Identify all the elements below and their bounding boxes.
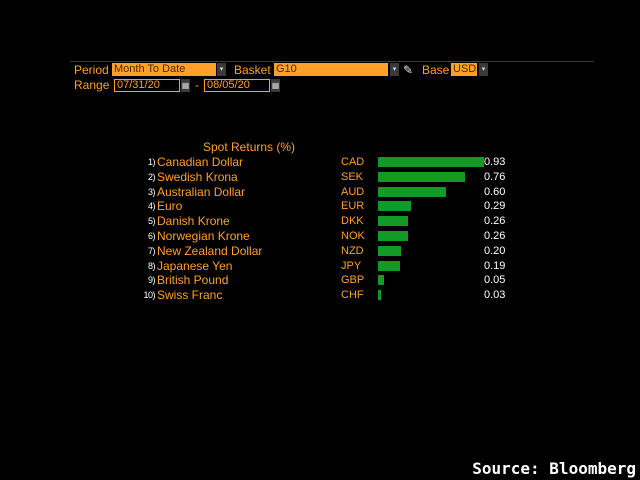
return-bar	[378, 201, 411, 212]
rank-number: 7)	[147, 245, 156, 256]
currency-code: AUD	[341, 185, 365, 198]
rank-number: 3)	[147, 186, 156, 197]
edit-basket-pencil-icon[interactable]: ✎	[403, 63, 414, 77]
table-row[interactable]: 2) Swedish Krona SEK 0.76	[0, 170, 640, 184]
rank-number: 8)	[147, 260, 156, 271]
return-value: 0.93	[484, 156, 506, 168]
range-label: Range	[74, 78, 110, 92]
return-value: 0.26	[484, 215, 506, 228]
currency-name: Danish Krone	[157, 214, 230, 229]
currency-name: Canadian Dollar	[157, 155, 244, 169]
basket-dropdown[interactable]: G10	[274, 63, 388, 76]
range-separator: -	[195, 78, 199, 92]
period-label: Period	[74, 63, 109, 77]
period-dropdown[interactable]: Month To Date	[112, 63, 216, 76]
return-bar	[378, 260, 400, 271]
rank-number: 5)	[147, 216, 156, 227]
return-bar	[378, 231, 408, 241]
return-value: 0.76	[484, 170, 506, 183]
source-caption: Source: Bloomberg	[472, 459, 636, 478]
table-row[interactable]: 9) British Pound GBP 0.05	[0, 273, 640, 287]
currency-code: EUR	[341, 200, 365, 213]
table-row[interactable]: 4) Euro EUR 0.29	[0, 199, 640, 213]
currency-code: NZD	[341, 244, 364, 257]
range-start-calendar-icon[interactable]: ▦	[181, 79, 190, 92]
basket-label: Basket	[234, 63, 271, 77]
rank-number: 1)	[147, 157, 156, 167]
return-bar	[378, 275, 384, 286]
table-row[interactable]: 7) New Zealand Dollar NZD 0.20	[0, 244, 640, 258]
return-bar	[378, 171, 465, 182]
range-end-calendar-icon[interactable]: ▦	[271, 79, 280, 92]
currency-name: Norwegian Krone	[157, 229, 250, 243]
return-value: 0.60	[484, 185, 506, 198]
base-label: Base	[422, 63, 450, 77]
range-start-date-input[interactable]: 07/31/20	[114, 79, 180, 92]
currency-code: NOK	[341, 230, 365, 242]
base-dropdown-arrow-icon[interactable]: ▾	[479, 63, 488, 76]
currency-name: British Pound	[157, 273, 229, 288]
return-bar	[378, 216, 408, 227]
range-end-date-input[interactable]: 08/05/20	[204, 79, 270, 92]
currency-code: GBP	[341, 274, 365, 287]
period-dropdown-arrow-icon[interactable]: ▾	[217, 63, 226, 76]
return-value: 0.05	[484, 274, 506, 287]
return-value: 0.26	[484, 230, 506, 242]
currency-name: New Zealand Dollar	[157, 243, 263, 258]
table-row[interactable]: 3) Australian Dollar AUD 0.60	[0, 185, 640, 199]
return-value: 0.19	[484, 259, 506, 272]
basket-dropdown-arrow-icon[interactable]: ▾	[390, 63, 399, 76]
rank-number: 2)	[147, 171, 156, 182]
currency-name: Euro	[157, 199, 183, 214]
table-row[interactable]: 8) Japanese Yen JPY 0.19	[0, 259, 640, 273]
currency-name: Swiss Franc	[157, 288, 223, 303]
rank-number: 10)	[143, 290, 155, 301]
return-bar	[378, 157, 484, 167]
table-row[interactable]: 10) Swiss Franc CHF 0.03	[0, 288, 640, 302]
currency-code: DKK	[341, 215, 364, 228]
rank-number: 9)	[147, 275, 156, 286]
currency-code: JPY	[341, 259, 362, 272]
header-divider	[70, 61, 594, 62]
base-currency-dropdown[interactable]: USD	[451, 63, 477, 76]
rank-number: 4)	[147, 201, 156, 212]
currency-code: SEK	[341, 170, 364, 183]
chart-title: Spot Returns (%)	[203, 140, 296, 154]
currency-code: CHF	[341, 289, 364, 302]
return-value: 0.20	[484, 244, 506, 257]
table-row[interactable]: 5) Danish Krone DKK 0.26	[0, 214, 640, 228]
currency-name: Australian Dollar	[157, 184, 246, 199]
currency-name: Swedish Krona	[157, 169, 238, 184]
table-row[interactable]: 6) Norwegian Krone NOK 0.26	[0, 229, 640, 243]
currency-code: CAD	[341, 156, 365, 168]
currency-name: Japanese Yen	[157, 258, 233, 273]
return-bar	[378, 290, 381, 301]
rank-number: 6)	[147, 231, 156, 241]
return-bar	[378, 186, 446, 197]
return-value: 0.03	[484, 289, 506, 302]
return-bar	[378, 245, 401, 256]
return-value: 0.29	[484, 200, 506, 213]
table-row[interactable]: 1) Canadian Dollar CAD 0.93	[0, 155, 640, 169]
